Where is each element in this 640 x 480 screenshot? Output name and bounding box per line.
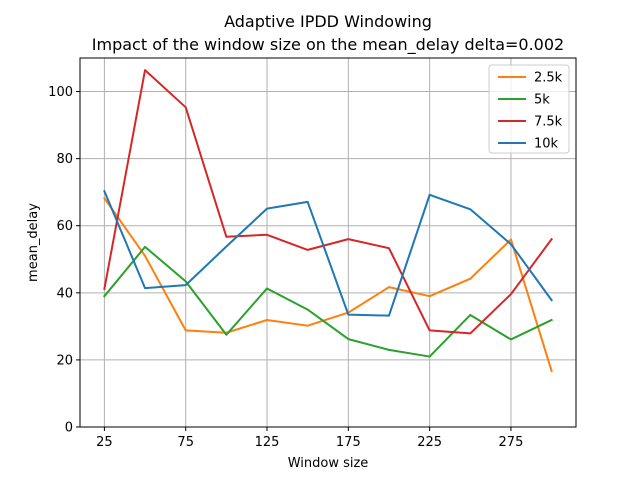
legend-label: 7.5k <box>534 115 563 130</box>
series-line-7.5k <box>103 69 554 335</box>
chart-subtitle: Impact of the window size on the mean_de… <box>92 35 564 55</box>
x-tick-label: 125 <box>255 435 280 450</box>
legend-label: 10k <box>534 137 559 152</box>
legend-label: 5k <box>534 93 550 108</box>
y-tick-label: 0 <box>65 421 73 436</box>
legend-frame <box>488 64 570 154</box>
y-axis-label: mean_delay <box>26 203 41 282</box>
legend-label: 2.5k <box>534 71 563 86</box>
x-tick-label: 25 <box>96 435 113 450</box>
x-tick-label: 225 <box>417 435 442 450</box>
y-tick-label: 80 <box>56 152 73 167</box>
legend: 2.5k 5k 7.5k 10k <box>488 64 570 154</box>
x-axis-label: Window size <box>288 456 369 471</box>
plot-frame <box>79 57 577 428</box>
y-tick-label: 100 <box>48 85 73 100</box>
grid <box>80 58 576 428</box>
series-line-10k <box>103 189 554 317</box>
y-tick-label: 60 <box>56 219 73 234</box>
x-tick-label: 175 <box>336 435 361 450</box>
x-tick-label: 75 <box>177 435 194 450</box>
series-line-5k <box>102 245 553 358</box>
y-tick-label: 20 <box>56 353 73 368</box>
series-line-2.5k <box>102 196 553 373</box>
chart-title: Adaptive IPDD Windowing <box>224 12 432 31</box>
x-tick-label: 275 <box>499 435 524 450</box>
axis-ticks: 25 75 125 175 225 275 0 20 40 60 80 100 <box>48 85 523 450</box>
y-tick-label: 40 <box>56 286 73 301</box>
series-layer <box>102 69 554 373</box>
